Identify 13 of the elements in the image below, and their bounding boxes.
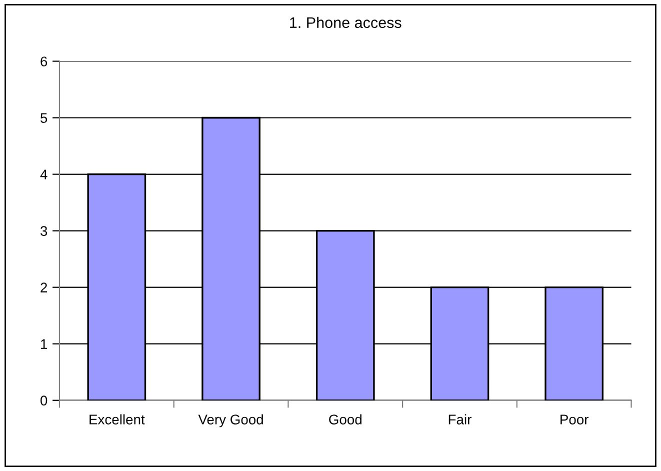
y-tick-label: 2 [40,282,47,292]
y-tick-label: 4 [40,170,48,180]
y-tick-label: 6 [40,56,48,66]
x-tick-label: Good [329,414,362,424]
y-tick-label: 3 [40,226,48,236]
x-tick-label: Excellent [90,414,145,424]
x-tick-label: Poor [560,414,589,424]
chart-title: 1. Phone access [290,16,402,28]
x-tick-label: Fair [448,414,472,424]
x-tick-label: Very Good [198,414,263,428]
y-tick-label: 5 [40,113,48,123]
y-tick-label: 1 [41,339,48,349]
y-tick-label: 0 [40,396,48,406]
